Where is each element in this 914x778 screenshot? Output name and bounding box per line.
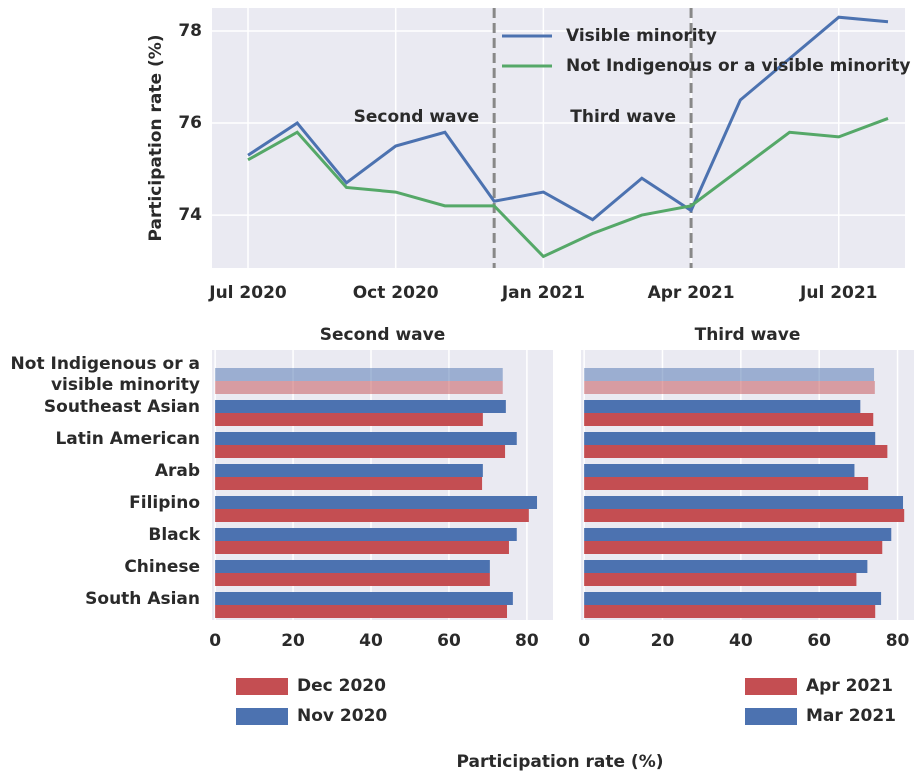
y-tick-label: 78 (178, 21, 202, 41)
bar (584, 560, 868, 573)
y-tick-label: Filipino (129, 492, 200, 513)
bar (215, 400, 506, 413)
x-tick-label: 80 (515, 631, 539, 651)
legend-label: Visible minority (566, 26, 717, 46)
legend-label: Nov 2020 (297, 706, 387, 726)
bar (584, 368, 875, 381)
annotation: Second wave (354, 107, 480, 127)
legend-swatch (745, 708, 797, 725)
panel-title: Second wave (320, 325, 446, 345)
bar (584, 573, 857, 586)
y-tick-label: 76 (178, 113, 202, 133)
bar (584, 496, 904, 509)
bar (215, 445, 506, 458)
x-tick-label: Jul 2021 (799, 283, 878, 303)
x-tick-label: 0 (578, 631, 590, 651)
x-tick-label: Apr 2021 (648, 283, 735, 303)
bar (215, 381, 503, 394)
x-tick-label: 80 (886, 631, 910, 651)
x-tick-label: 20 (281, 631, 305, 651)
bar (584, 445, 888, 458)
y-tick-label: Not Indigenous or a visible minority (10, 354, 200, 395)
bar (584, 477, 869, 490)
annotation: Third wave (570, 107, 676, 127)
plot-background (212, 8, 905, 268)
x-tick-label: 40 (729, 631, 753, 651)
bar (215, 413, 483, 426)
series-line (247, 15, 889, 222)
bar (215, 509, 529, 522)
bar (584, 381, 875, 394)
x-axis-label: Participation rate (%) (456, 752, 663, 772)
bar (584, 592, 882, 605)
bar (584, 541, 883, 554)
bar (215, 477, 483, 490)
bar (215, 560, 490, 573)
legend-label: Not Indigenous or a visible minority (566, 56, 910, 76)
legend-swatch (745, 678, 797, 695)
legend-label: Dec 2020 (297, 676, 386, 696)
legend-swatch (236, 678, 288, 695)
x-tick-label: 60 (807, 631, 831, 651)
bar (215, 368, 503, 381)
bar (584, 432, 876, 445)
x-tick-label: 20 (651, 631, 675, 651)
y-tick-label: Southeast Asian (43, 396, 200, 417)
y-tick-label: Black (148, 524, 200, 545)
x-tick-label: 0 (209, 631, 221, 651)
bar (215, 528, 517, 541)
bar (215, 592, 513, 605)
y-axis-label: Participation rate (%) (146, 34, 166, 241)
bar (215, 432, 517, 445)
x-tick-label: 40 (359, 631, 383, 651)
bar (215, 541, 509, 554)
bar (584, 464, 855, 477)
bar (584, 605, 876, 618)
bar (584, 413, 874, 426)
y-tick-label: Arab (154, 460, 200, 481)
legend-label: Apr 2021 (806, 676, 893, 696)
legend-label: Mar 2021 (806, 706, 896, 726)
x-tick-label: Oct 2020 (353, 283, 439, 303)
y-tick-label: Latin American (55, 428, 200, 449)
bar (584, 528, 892, 541)
legend-swatch (236, 708, 288, 725)
bar (584, 509, 905, 522)
x-tick-label: Jul 2020 (208, 283, 287, 303)
y-tick-label: 74 (178, 205, 202, 225)
bar (215, 573, 490, 586)
panel-title: Third wave (695, 325, 801, 345)
bar (584, 400, 861, 413)
bar (215, 605, 508, 618)
y-tick-label: Chinese (124, 556, 200, 577)
bar (215, 496, 538, 509)
bar (215, 464, 483, 477)
series-line (247, 117, 889, 259)
y-tick-label: South Asian (85, 588, 200, 609)
x-tick-label: Jan 2021 (501, 283, 585, 303)
x-tick-label: 60 (437, 631, 461, 651)
